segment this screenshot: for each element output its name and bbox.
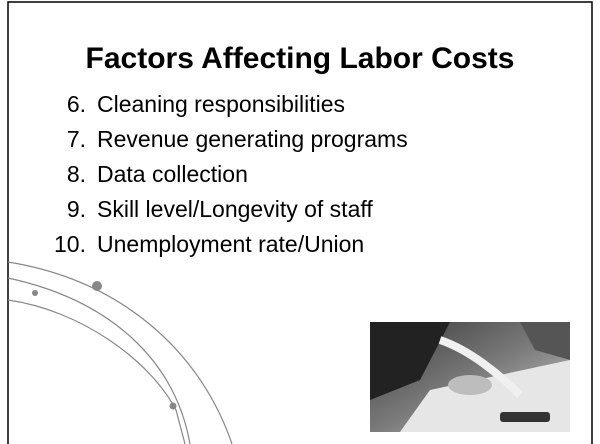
decorative-dot bbox=[32, 290, 38, 296]
photo bbox=[370, 322, 570, 432]
decorative-curves bbox=[7, 261, 233, 444]
list-item: Revenue generating programs bbox=[97, 126, 408, 152]
list-number: 9. bbox=[67, 196, 86, 222]
list-item: Data collection bbox=[97, 161, 248, 187]
list-number: 8. bbox=[67, 161, 86, 187]
decorative-dot bbox=[92, 281, 102, 291]
list-item: Unemployment rate/Union bbox=[97, 231, 364, 257]
decorative-dot bbox=[169, 402, 177, 410]
slide-frame bbox=[7, 1, 593, 444]
list-number: 6. bbox=[67, 91, 86, 117]
list-item: Cleaning responsibilities bbox=[97, 91, 345, 117]
list-item: Skill level/Longevity of staff bbox=[97, 196, 373, 222]
list-number: 7. bbox=[67, 126, 86, 152]
slide-title: Factors Affecting Labor Costs bbox=[86, 42, 515, 75]
list-number: 10. bbox=[54, 231, 86, 257]
